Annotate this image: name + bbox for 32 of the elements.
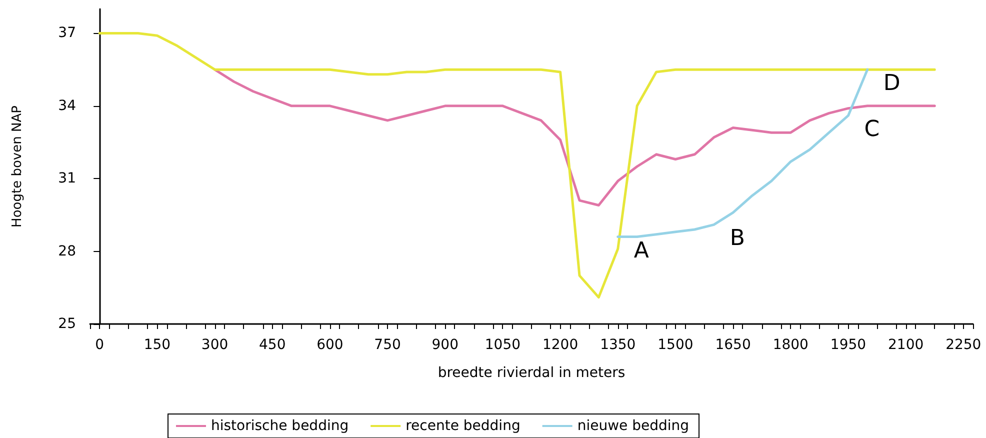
line-series bbox=[214, 68, 936, 207]
annotation: B bbox=[730, 226, 745, 252]
x-tick-label: 1650 bbox=[715, 337, 751, 353]
y-tick-label: 25 bbox=[58, 316, 76, 332]
x-tick-label: 2100 bbox=[888, 337, 924, 353]
x-tick-label: 2250 bbox=[946, 337, 982, 353]
x-tick-label: 150 bbox=[144, 337, 171, 353]
x-tick-label: 450 bbox=[258, 337, 286, 353]
x-tick-label: 900 bbox=[432, 337, 458, 353]
x-tick-label: 1050 bbox=[484, 337, 521, 353]
y-tick-label: 31 bbox=[58, 170, 76, 187]
y-tick-label: 34 bbox=[58, 98, 76, 114]
x-tick-label: 1500 bbox=[658, 337, 694, 353]
y-tick-label: 37 bbox=[58, 25, 76, 42]
x-tick-label: 1350 bbox=[600, 337, 636, 353]
x-tick-label: 0 bbox=[95, 337, 104, 353]
line-series bbox=[98, 32, 936, 299]
x-axis-title: breedte rivierdal in meters bbox=[438, 365, 626, 381]
y-tick-label: 28 bbox=[58, 243, 76, 260]
y-axis-title: Hoogte boven NAP bbox=[10, 105, 25, 228]
x-tick-label: 1200 bbox=[542, 337, 578, 353]
x-tick-label: 1950 bbox=[830, 337, 866, 353]
annotation: C bbox=[864, 117, 880, 142]
legend-label: historische bedding bbox=[211, 418, 349, 434]
legend-label: nieuwe bedding bbox=[577, 418, 690, 434]
x-tick-label: 1800 bbox=[772, 337, 808, 353]
legend-label: recente bedding bbox=[406, 418, 520, 434]
x-tick-label: 600 bbox=[316, 337, 344, 353]
annotation: D bbox=[883, 71, 900, 96]
x-tick-label: 750 bbox=[374, 337, 401, 353]
annotation: A bbox=[634, 238, 649, 264]
x-tick-label: 300 bbox=[201, 337, 228, 353]
